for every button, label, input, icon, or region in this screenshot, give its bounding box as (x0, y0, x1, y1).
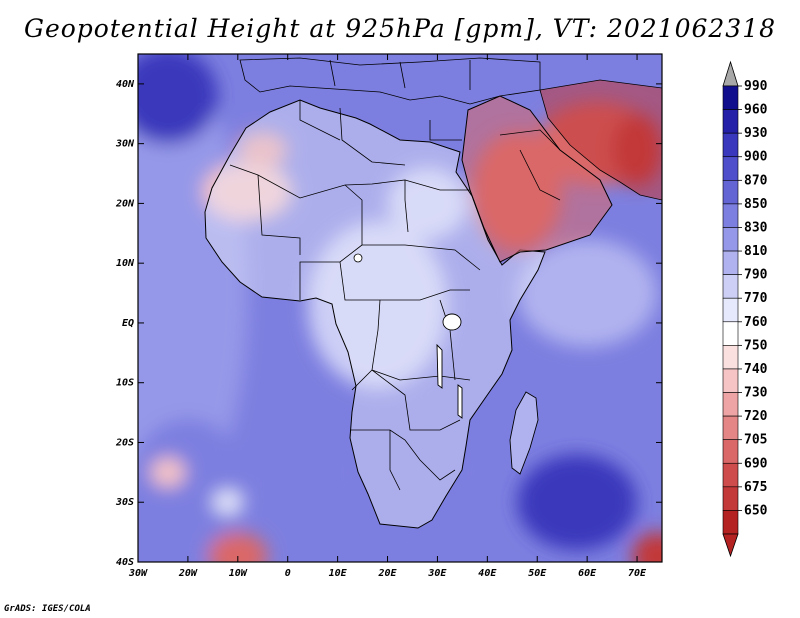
field-sw-corner-red (207, 532, 268, 562)
colorbar-swatch (722, 510, 739, 535)
lon-tick-label: 60E (578, 568, 597, 579)
colorbar-swatch (722, 132, 739, 158)
colorbar-swatch (722, 345, 739, 370)
lat-tick-label: 20N (115, 198, 135, 209)
field-southern-africa (357, 412, 458, 533)
lon-tick-label: 50E (528, 568, 547, 579)
field-south-atlantic-spot (150, 457, 186, 488)
colorbar-label: 720 (744, 409, 768, 424)
colorbar-swatch (722, 227, 739, 252)
arabia-landmass (461, 95, 613, 263)
lat-tick-label: 10N (116, 258, 135, 269)
field-east-sahara (387, 167, 468, 240)
plot-frame (137, 53, 663, 563)
colorbar-over-triangle (722, 60, 739, 87)
field-sahara-west (202, 161, 293, 222)
iran-landmass (539, 79, 662, 201)
lon-tick-label: 70E (628, 568, 647, 579)
colorbar-label: 650 (744, 503, 768, 518)
colorbar-swatch (722, 321, 739, 346)
colorbar-swatch (722, 392, 739, 417)
colorbar-swatch (722, 180, 739, 205)
lon-tick-label: 10E (329, 568, 348, 579)
colorbar-swatch (722, 368, 739, 393)
colorbar-swatch (722, 250, 739, 275)
field-sahara-north (237, 131, 288, 168)
lake-tanganyika (436, 343, 443, 389)
lake-victoria (442, 313, 462, 331)
colorbar: 990 960 930 900 870 850 830 810 790 770 760 750 740 7… (722, 60, 768, 558)
geopotential-field (138, 54, 662, 562)
lon-tick-label: 40E (478, 568, 497, 579)
lon-tick-label: 0 (285, 568, 291, 579)
lon-tick-label: 10W (229, 568, 248, 579)
colorbar-swatch (722, 109, 739, 134)
field-indian-ocean-high (517, 454, 638, 551)
field-south-atlantic-spot2 (212, 490, 243, 515)
colorbar-swatch (722, 156, 739, 181)
colorbar-label: 870 (744, 173, 768, 188)
lat-tick-label: 30S (115, 497, 134, 508)
credit-label: GrADS: IGES/COLA (4, 604, 91, 614)
colorbar-label: 750 (744, 338, 768, 353)
lon-tick-label: 30E (427, 568, 447, 579)
lat-tick-label: 40S (116, 557, 134, 568)
colorbar-label: 740 (744, 362, 768, 377)
field-indian-ocean-north (517, 239, 658, 347)
colorbar-swatch (722, 439, 739, 464)
lake-malawi (457, 384, 463, 419)
country-borders (229, 59, 561, 491)
colorbar-swatch (722, 486, 739, 511)
lon-tick-label: 20W (178, 568, 198, 579)
map-title: Geopotential Height at 925hPa [gpm], VT:… (23, 14, 777, 43)
lake-chad (353, 253, 363, 263)
colorbar-swatch (722, 274, 739, 299)
lon-tick-label: 20E (377, 568, 397, 579)
colorbar-label: 990 (744, 79, 768, 94)
field-south-atlantic-low (138, 418, 248, 562)
europe-landmass (239, 57, 541, 105)
lat-tick-label: 20S (115, 437, 134, 448)
colorbar-label: 730 (744, 386, 768, 401)
lat-tick-label: EQ (122, 318, 134, 329)
colorbar-label: 675 (744, 480, 767, 495)
field-atlantic-high-north (138, 54, 218, 144)
madagascar-island (509, 391, 539, 475)
field-se-corner-red (632, 532, 662, 562)
colorbar-swatch (722, 415, 739, 440)
colorbar-label: 960 (744, 103, 768, 118)
colorbar-label: 690 (744, 456, 768, 471)
field-central-africa (307, 221, 448, 389)
field-mediterranean (317, 71, 438, 132)
colorbar-label: 810 (744, 244, 768, 259)
colorbar-swatch (722, 462, 739, 488)
africa-landmass (204, 99, 546, 529)
colorbar-label: 900 (744, 150, 768, 165)
colorbar-under-triangle (722, 533, 739, 558)
colorbar-label: 770 (744, 291, 768, 306)
lon-tick-label: 30W (128, 568, 148, 579)
colorbar-label: 930 (744, 126, 768, 141)
lat-tick-label: 30N (115, 139, 135, 150)
colorbar-swatch (722, 297, 739, 323)
colorbar-label: 760 (744, 315, 768, 330)
colorbar-label: 790 (744, 268, 768, 283)
colorbar-label: 830 (744, 220, 768, 235)
colorbar-swatch (722, 203, 739, 228)
colorbar-label: 850 (744, 197, 768, 212)
lat-tick-label: 10S (116, 378, 134, 389)
colorbar-swatch (722, 85, 739, 110)
lat-tick-label: 40N (116, 79, 135, 90)
colorbar-label: 705 (744, 433, 767, 448)
